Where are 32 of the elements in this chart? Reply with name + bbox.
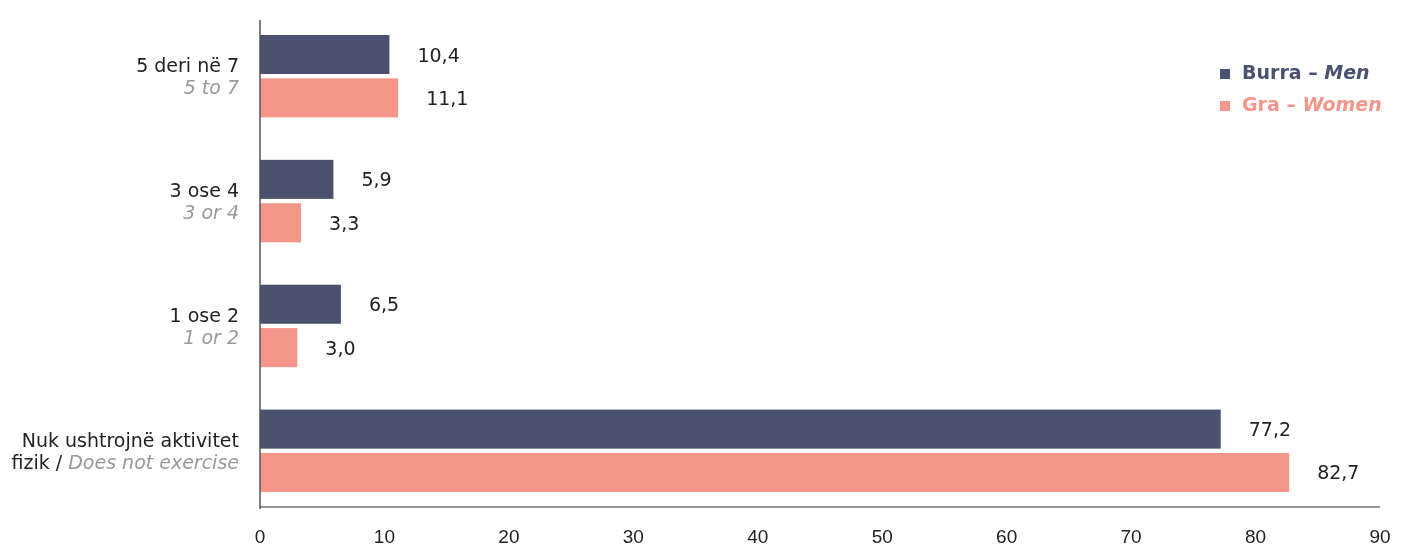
x-tick-label: 50	[871, 526, 893, 547]
data-label: 77,2	[1248, 418, 1292, 441]
bar	[260, 159, 334, 199]
data-label: 10,4	[417, 43, 460, 66]
y-tick-label: 3 ose 4 3 or 4	[169, 179, 239, 224]
data-label: 6,5	[368, 293, 400, 316]
x-tick-label: 80	[1244, 526, 1267, 547]
x-tick-label: 90	[1369, 526, 1391, 547]
x-tick-label: 70	[1120, 526, 1142, 547]
legend-label: Burra – Men	[1242, 61, 1370, 83]
bar	[260, 34, 390, 75]
data-label: 3,0	[325, 336, 356, 359]
bar	[260, 78, 399, 118]
x-tick-label: 60	[996, 526, 1018, 547]
bar	[260, 328, 298, 368]
x-tick-label: 30	[622, 526, 644, 547]
y-tick-label: 5 deri në 7 5 to 7	[136, 54, 239, 99]
data-label: 3,3	[329, 211, 360, 234]
y-tick-label: Nuk ushtrojnë aktivitet fizik / Does not exercise	[11, 428, 239, 473]
data-label: 11,1	[426, 86, 469, 109]
data-label: 82,7	[1317, 461, 1360, 484]
bar	[260, 203, 302, 243]
x-tick-label: 40	[747, 526, 769, 547]
x-tick-label: 0	[254, 526, 266, 547]
bar	[260, 409, 1221, 449]
bar	[260, 452, 1290, 493]
x-tick-label: 20	[498, 526, 520, 547]
bar	[260, 284, 341, 324]
legend-label: Gra – Women	[1242, 93, 1382, 115]
data-label: 5,9	[361, 168, 392, 191]
x-tick-label: 10	[373, 526, 396, 547]
y-tick-label: 1 ose 2 1 or 2	[169, 303, 239, 348]
